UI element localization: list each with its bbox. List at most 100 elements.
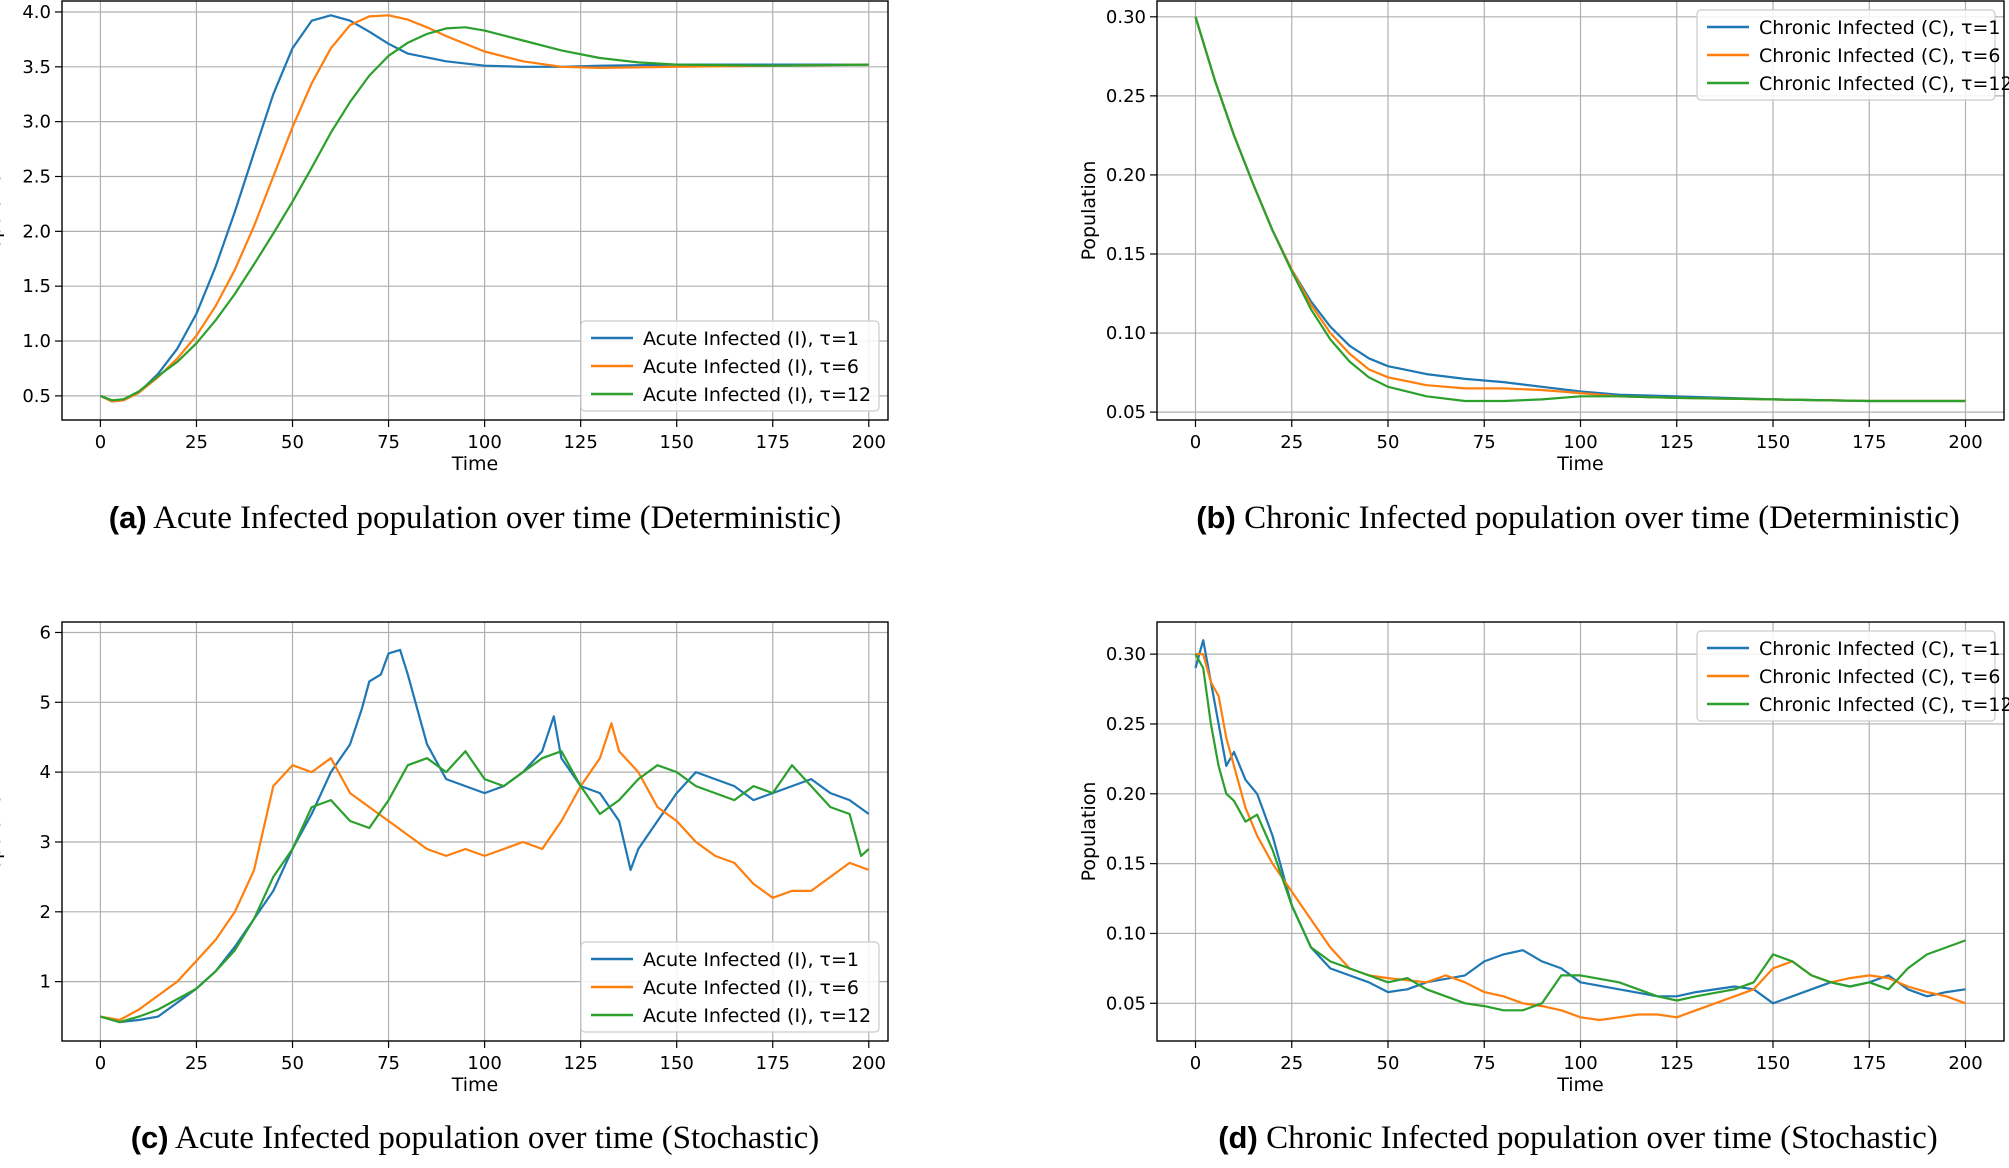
y-tick-label: 0.25 [1106, 714, 1146, 735]
x-tick-label: 175 [756, 432, 790, 453]
x-tick-label: 175 [1852, 432, 1886, 453]
series-line-3 [100, 26, 869, 402]
series-group [1194, 16, 1966, 403]
series-group [1194, 639, 1966, 1022]
panel-caption: (d) Chronic Infected population over tim… [1218, 1120, 1938, 1156]
x-tick-label: 50 [1377, 432, 1400, 453]
x-tick-label: 25 [1280, 432, 1303, 453]
x-tick-label: 100 [467, 432, 501, 453]
chart-panel-d: 0 25 50 75 100 125 150 175 200 0.05 0.10 0.15 0.20 0.… [1078, 621, 2009, 1156]
x-tick-label: 125 [1660, 432, 1694, 453]
legend-entry-label: Chronic Infected (C), τ=6 [1759, 45, 2000, 67]
x-tick-label: 75 [377, 1053, 400, 1074]
x-tick-label: 100 [1563, 1053, 1597, 1074]
x-axis-label: Time [451, 1074, 499, 1096]
legend: Chronic Infected (C), τ=1 Chronic Infecte… [1696, 9, 2009, 101]
x-tick-label: 25 [185, 1053, 208, 1074]
legend-entry-label: Chronic Infected (C), τ=6 [1759, 666, 2000, 688]
x-tick-label: 150 [660, 1053, 694, 1074]
series-line-3 [1194, 653, 1966, 1012]
caption-letter: (b) [1196, 500, 1236, 535]
y-tick-label: 0.15 [1106, 244, 1146, 265]
x-tick-label: 75 [1473, 1053, 1496, 1074]
x-tick-label: 200 [1948, 1053, 1982, 1074]
y-tick-label: 2.0 [22, 221, 51, 242]
x-tick-label: 25 [1280, 1053, 1303, 1074]
x-tick-label: 150 [1756, 1053, 1790, 1074]
x-tick-label: 75 [377, 432, 400, 453]
caption-text: Chronic Infected population over time (S… [1258, 1120, 1938, 1156]
caption-text: Acute Infected population over time (Det… [147, 500, 842, 536]
y-axis-label: Population [1078, 161, 1100, 261]
chart-panel-b: 0 25 50 75 100 125 150 175 200 0.05 0.10 0.15 0.20 0.… [1078, 0, 2009, 536]
y-tick-label: 1.5 [22, 276, 51, 297]
x-tick-label: 75 [1473, 432, 1496, 453]
x-tick-label: 100 [1563, 432, 1597, 453]
x-tick-label: 100 [467, 1053, 501, 1074]
x-tick-label: 150 [660, 432, 694, 453]
y-tick-label: 3.5 [22, 57, 51, 78]
y-tick-label: 2.5 [22, 166, 51, 187]
plot-frame [1156, 621, 2005, 1042]
caption-text: Chronic Infected population over time (D… [1236, 500, 1960, 536]
x-tick-label: 0 [95, 432, 106, 453]
caption-text: Acute Infected population over time (Sto… [169, 1120, 820, 1156]
y-tick-label: 4.0 [22, 2, 51, 23]
caption-letter: (d) [1218, 1120, 1258, 1155]
y-tick-label: 4 [40, 762, 51, 783]
chart-panel-c: 0 25 50 75 100 125 150 175 200 1 2 3 4 5 6 Time Populati… [0, 621, 889, 1156]
x-tick-label: 25 [185, 432, 208, 453]
series-line-2 [100, 722, 870, 1022]
y-axis-label: Population [1078, 782, 1100, 882]
x-tick-label: 175 [1852, 1053, 1886, 1074]
legend-entry-label: Chronic Infected (C), τ=12 [1759, 694, 2009, 716]
y-tick-label: 1.0 [22, 331, 51, 352]
caption-letter: (a) [109, 500, 147, 535]
y-axis-label: Population [0, 161, 5, 261]
y-tick-label: 2 [40, 902, 51, 923]
x-axis-label: Time [451, 453, 499, 475]
y-tick-label: 6 [40, 622, 51, 643]
y-tick-label: 0.25 [1106, 86, 1146, 107]
x-axis-label: Time [1556, 453, 1604, 475]
panel-caption: (b) Chronic Infected population over tim… [1196, 500, 1960, 536]
x-tick-label: 200 [1948, 432, 1982, 453]
legend-box [1696, 9, 1996, 101]
legend-entry-label: Acute Infected (I), τ=1 [643, 949, 859, 971]
series-group [100, 648, 870, 1024]
series-line-3 [1194, 16, 1966, 403]
legend-entry-label: Chronic Infected (C), τ=1 [1759, 17, 2000, 39]
series-line-3 [100, 750, 870, 1024]
x-tick-label: 125 [563, 432, 597, 453]
y-tick-label: 0.05 [1106, 402, 1146, 423]
x-tick-label: 50 [1377, 1053, 1400, 1074]
x-tick-label: 125 [563, 1053, 597, 1074]
series-group [99, 14, 869, 403]
x-tick-label: 175 [756, 1053, 790, 1074]
legend-entry-label: Acute Infected (I), τ=6 [643, 356, 859, 378]
legend-box [580, 941, 880, 1033]
x-axis-label: Time [1556, 1074, 1604, 1096]
x-tick-label: 125 [1660, 1053, 1694, 1074]
y-tick-label: 0.20 [1106, 784, 1146, 805]
x-tick-label: 150 [1756, 432, 1790, 453]
legend: Chronic Infected (C), τ=1 Chronic Infecte… [1696, 630, 2009, 722]
x-tick-label: 0 [1190, 1053, 1201, 1074]
legend: Acute Infected (I), τ=1 Acute Infected (I… [580, 320, 880, 412]
y-tick-label: 1 [40, 972, 51, 993]
legend-entry-label: Acute Infected (I), τ=12 [643, 1005, 871, 1027]
x-tick-label: 200 [852, 432, 886, 453]
y-axis-label: Population [0, 782, 5, 882]
y-tick-label: 3.0 [22, 112, 51, 133]
y-tick-label: 0.5 [22, 386, 51, 407]
y-tick-label: 0.30 [1106, 7, 1146, 28]
x-tick-label: 200 [852, 1053, 886, 1074]
legend-entry-label: Chronic Infected (C), τ=1 [1759, 638, 2000, 660]
y-tick-label: 0.30 [1106, 644, 1146, 665]
legend: Acute Infected (I), τ=1 Acute Infected (I… [580, 941, 880, 1033]
y-tick-label: 5 [40, 692, 51, 713]
plot-frame [1156, 0, 2005, 421]
x-tick-label: 50 [281, 432, 304, 453]
legend-entry-label: Acute Infected (I), τ=1 [643, 328, 859, 350]
